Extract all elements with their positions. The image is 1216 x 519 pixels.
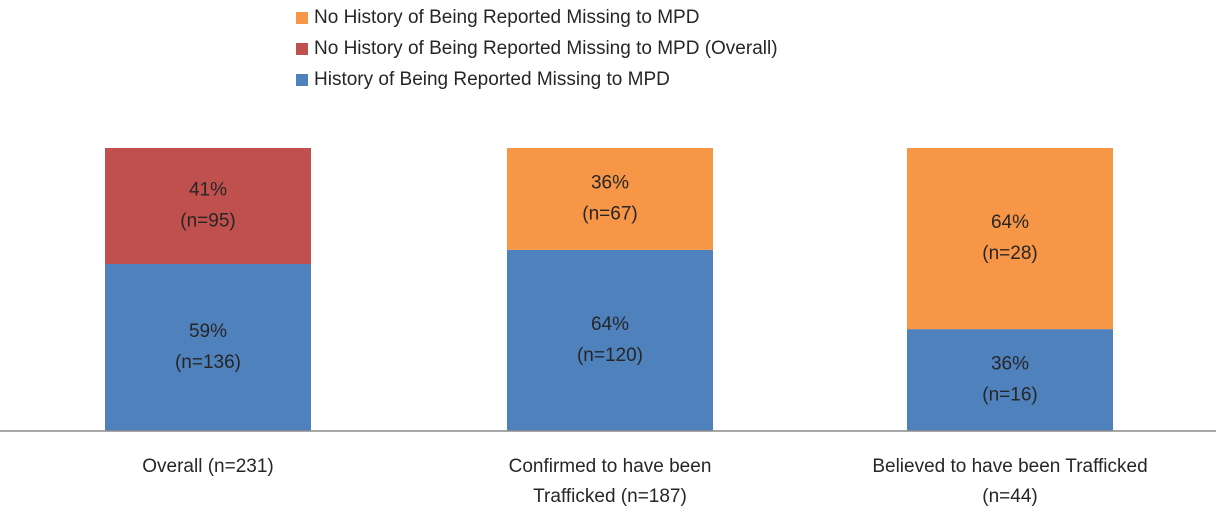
data-label: 36%	[991, 354, 1029, 375]
data-label: (n=67)	[582, 203, 637, 224]
data-label: 64%	[991, 212, 1029, 233]
x-tick-label: Believed to have been Trafficked (n=44)	[872, 456, 1148, 507]
legend-label: History of Being Reported Missing to MPD	[314, 69, 670, 90]
x-tick-label: Confirmed to have been Trafficked (n=187…	[508, 456, 712, 507]
bar-segment	[907, 329, 1113, 431]
bar-segment	[507, 148, 713, 250]
data-label: 59%	[189, 321, 227, 342]
data-label: (n=95)	[180, 211, 235, 232]
x-tick-label: Overall (n=231)	[142, 456, 274, 477]
legend-swatch	[296, 12, 308, 24]
data-label: (n=120)	[577, 345, 643, 366]
legend-label: No History of Being Reported Missing to …	[314, 7, 699, 28]
legend-swatch	[296, 43, 308, 55]
legend-label: No History of Being Reported Missing to …	[314, 38, 778, 59]
data-label: (n=136)	[175, 352, 241, 373]
bar-segment	[105, 148, 311, 265]
bar-segment	[907, 148, 1113, 330]
data-label: 64%	[591, 314, 629, 335]
data-label: 41%	[189, 180, 227, 201]
data-label: (n=16)	[982, 385, 1037, 406]
legend-swatch	[296, 74, 308, 86]
bar-segment	[507, 249, 713, 431]
data-label: 36%	[591, 172, 629, 193]
data-label: (n=28)	[982, 243, 1037, 264]
bar-segment	[105, 264, 311, 431]
